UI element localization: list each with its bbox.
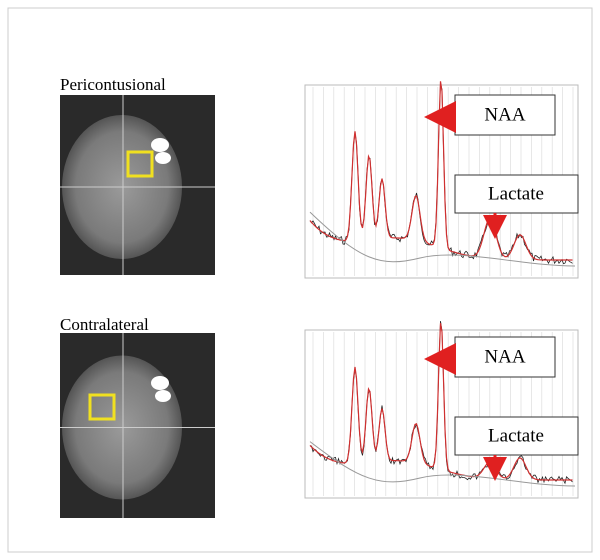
- baseline: [309, 211, 576, 267]
- annotation-naa: NAA: [484, 104, 525, 125]
- annotation-naa: NAA: [484, 346, 525, 367]
- baseline: [309, 441, 576, 487]
- annotation-box: [454, 94, 556, 136]
- voi-box: [126, 150, 154, 178]
- annotation-box: [454, 416, 579, 456]
- lesion: [151, 376, 169, 390]
- spectrum-fit: [309, 323, 573, 481]
- annotation-box: [454, 174, 579, 214]
- voi-box: [88, 393, 116, 421]
- panel-label: Contralateral: [60, 315, 149, 334]
- annotation-lactate: Lactate: [488, 183, 544, 204]
- spectrum-fit: [309, 81, 573, 261]
- annotation-box: [454, 336, 556, 378]
- lesion: [155, 152, 171, 164]
- lesion: [155, 390, 171, 402]
- panel-label: Pericontusional: [60, 75, 166, 94]
- lesion: [151, 138, 169, 152]
- annotation-lactate: Lactate: [488, 425, 544, 446]
